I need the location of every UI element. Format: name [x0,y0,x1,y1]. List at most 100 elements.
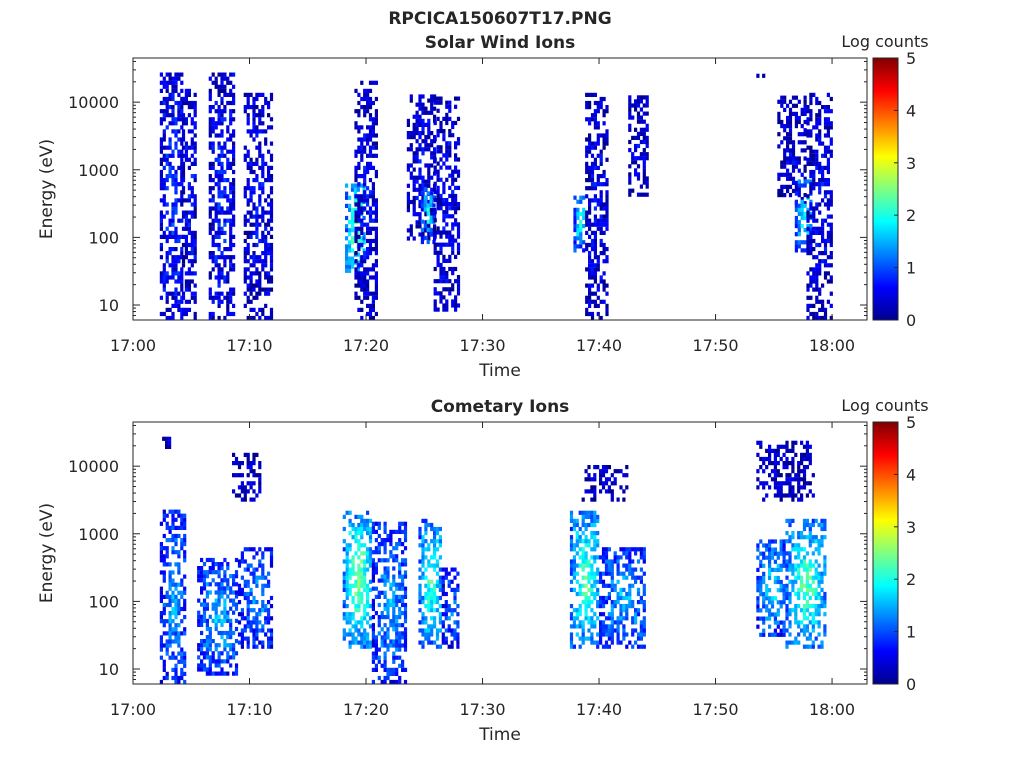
spectrogram-cell [237,485,242,490]
spectrogram-cell [252,608,256,613]
spectrogram-cell [357,174,361,179]
spectrogram-cell [642,164,646,169]
spectrogram-cell [374,550,378,555]
spectrogram-cell [177,72,181,77]
spectrogram-cell [360,526,364,532]
spectrogram-cell [401,594,405,599]
spectrogram-cell [269,263,274,268]
spectrogram-cell [569,612,574,617]
spectrogram-cell [159,643,163,648]
spectrogram-cell [208,647,212,652]
spectrogram-cell [797,551,801,556]
spectrogram-cell [421,518,425,523]
spectrogram-cell [214,671,218,676]
spectrogram-cell [255,105,259,110]
spectrogram-cell [605,137,609,142]
spectrogram-cell [602,169,606,175]
spectrogram-cell [585,267,589,272]
spectrogram-cell [631,567,635,572]
spectrogram-cell [412,126,416,132]
spectrogram-cell [815,153,819,158]
spectrogram-cell [223,92,227,97]
spectrogram-cell [604,477,609,482]
spectrogram-cell [380,627,384,632]
spectrogram-cell [177,513,181,518]
spectrogram-cell [625,465,629,470]
spectrogram-cell [418,199,422,205]
spectrogram-cell [223,222,227,227]
spectrogram-cell [357,620,361,625]
spectrogram-cell [805,571,809,576]
spectrogram-cell [165,259,169,264]
spectrogram-cell [354,624,358,629]
spectrogram-cell [803,183,807,188]
spectrogram-cell [258,461,262,466]
spectrogram-cell [350,215,355,221]
spectrogram-cell [261,567,265,572]
spectrogram-cell [593,291,597,296]
spectrogram-cell [255,575,259,580]
spectrogram-cell [232,198,236,203]
spectrogram-cell [168,121,172,126]
spectrogram-cell [429,195,433,200]
spectrogram-cell [791,563,795,568]
spectrogram-cell [368,230,373,235]
spectrogram-cell [588,206,592,211]
spectrogram-cell [572,575,576,580]
spectrogram-cell [255,96,259,102]
spectrogram-cell [423,235,427,240]
spectrogram-cell [803,176,807,181]
spectrogram-cell [223,630,227,636]
spectrogram-cell [610,624,614,629]
spectrogram-cell [220,129,224,134]
spectrogram-cell [451,303,455,308]
spectrogram-cell [607,559,611,564]
spectrogram-cell [246,242,250,248]
spectrogram-cell [797,224,801,229]
spectrogram-cell [187,100,191,106]
spectrogram-cell [234,671,239,676]
spectrogram-cell [599,218,603,223]
spectrogram-cell [168,444,172,449]
spectrogram-cell [593,109,597,114]
spectrogram-cell [607,632,611,637]
spectrogram-cell [162,133,166,138]
spectrogram-cell [776,473,780,478]
spectrogram-cell [645,184,649,189]
spectrogram-cell [208,145,212,150]
spectrogram-cell [202,562,207,567]
spectrogram-cell [374,141,378,146]
spectrogram-cell [180,287,184,292]
spectrogram-cell [234,590,239,595]
spectrogram-cell [599,96,603,102]
spectrogram-cell [636,575,641,580]
spectrogram-cell [826,133,830,138]
spectrogram-cell [631,616,635,621]
spectrogram-cell [786,160,790,165]
spectrogram-cell [345,579,349,584]
spectrogram-cell [261,113,265,118]
spectrogram-cell [174,623,178,628]
spectrogram-cell [445,307,449,312]
spectrogram-cell [368,153,373,158]
spectrogram-cell [433,137,437,142]
spectrogram-cell [636,95,641,100]
spectrogram-cell [448,153,452,158]
spectrogram-cell [159,226,163,231]
spectrogram-cell [366,230,370,235]
spectrogram-cell [809,295,813,300]
spectrogram-cell [454,145,458,150]
spectrogram-cell [593,279,597,284]
spectrogram-cell [436,291,440,296]
spectrogram-cell [174,525,178,530]
spectrogram-cell [237,493,242,498]
spectrogram-cell [362,215,366,221]
spectrogram-cell [797,179,801,184]
spectrogram-cell [171,202,175,207]
spectrogram-cell [363,608,367,613]
spectrogram-cell [371,226,375,231]
spectrogram-cell [406,204,410,209]
spectrogram-cell [442,242,446,247]
y-tick-label: 1000 [78,161,119,180]
spectrogram-cell [785,604,789,609]
